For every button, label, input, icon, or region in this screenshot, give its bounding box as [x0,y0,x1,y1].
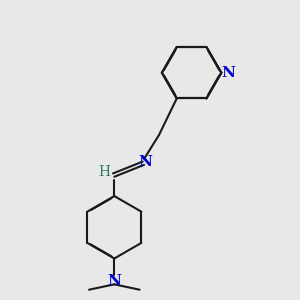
Text: H: H [98,165,110,179]
Text: N: N [139,155,152,169]
Text: N: N [107,274,121,288]
Text: N: N [221,66,235,80]
